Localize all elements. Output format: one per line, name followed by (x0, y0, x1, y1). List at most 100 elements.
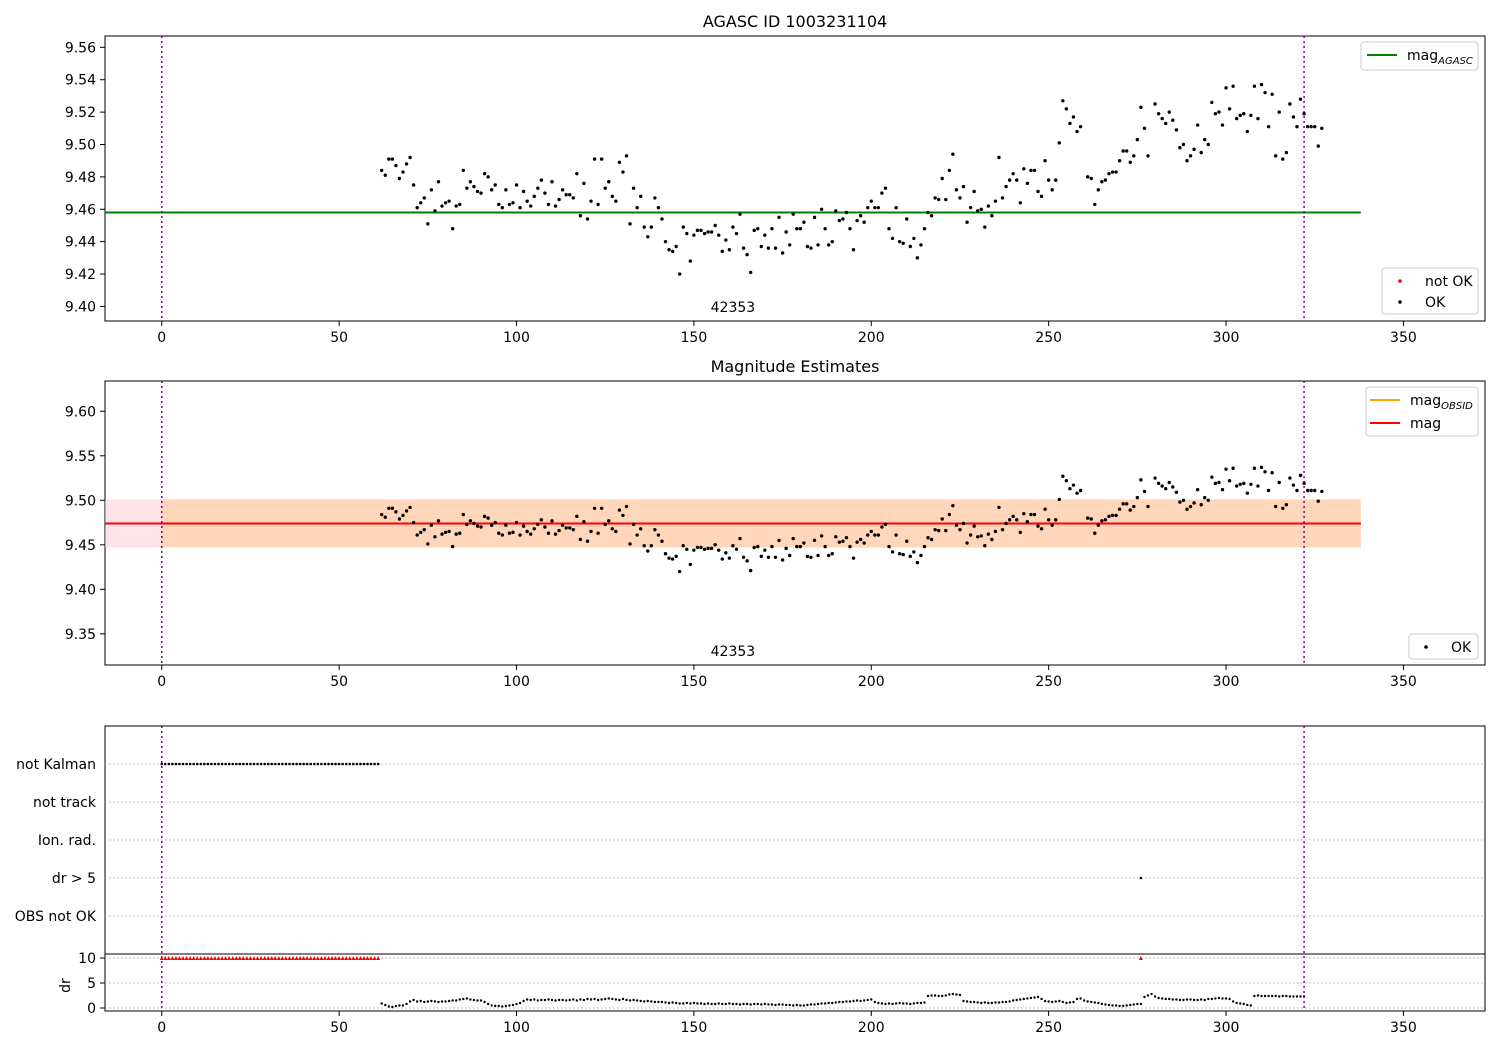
magnitude-y-tick-label: 9.40 (65, 582, 96, 598)
dr-point (749, 1003, 752, 1006)
dr-point (902, 1002, 905, 1005)
agasc-point (1249, 113, 1253, 118)
dr-point (852, 999, 855, 1003)
magnitude-point (1011, 514, 1015, 519)
dr-point (557, 998, 561, 1002)
dr-point (1107, 1003, 1111, 1007)
agasc-point (787, 243, 792, 247)
agasc-point (436, 180, 441, 184)
dr-clipped-marker (319, 956, 324, 960)
magnitude-point (720, 557, 724, 561)
flags-point (224, 762, 227, 766)
agasc-panel: AGASC ID 1003231104 0 50 100 150 200 250 300 35… (65, 12, 1486, 346)
dr-point (1175, 998, 1178, 1001)
agasc-point (717, 233, 721, 237)
agasc-point (1146, 154, 1150, 158)
magnitude-point (905, 539, 909, 543)
dr-point (1114, 1004, 1118, 1007)
flags-point (242, 762, 245, 766)
dr-point (1086, 1000, 1089, 1003)
agasc-point (780, 251, 785, 255)
agasc-point (1032, 168, 1037, 173)
agasc-point (1309, 124, 1313, 129)
dr-point (568, 998, 571, 1002)
dr-point (887, 1002, 891, 1005)
flags-point (344, 762, 348, 766)
agasc-point (518, 205, 522, 210)
agasc-point (1139, 105, 1143, 109)
agasc-point (1171, 118, 1175, 122)
agasc-point (656, 205, 661, 210)
agasc-point (419, 201, 423, 205)
dr-point (1072, 1000, 1075, 1004)
agasc-point (1121, 149, 1125, 153)
dr-clipped-marker (291, 956, 296, 960)
agasc-point (922, 226, 927, 231)
magnitude-point (507, 531, 512, 535)
dr-point (1196, 998, 1199, 1002)
magnitude-point (780, 558, 785, 562)
dr-point (948, 993, 951, 996)
agasc-x-tick-label: 100 (503, 330, 530, 346)
dr-clipped-marker (212, 956, 217, 960)
dr-y-tick-label: 5 (87, 976, 96, 992)
flags-point (199, 762, 203, 766)
magnitude-point (624, 504, 629, 509)
magnitude-point (791, 536, 795, 541)
dr-clipped-marker (241, 956, 246, 960)
dr-point (1210, 997, 1214, 1001)
flags-point (167, 762, 171, 766)
agasc-point (1174, 128, 1179, 132)
agasc-y-tick-label: 9.40 (65, 299, 96, 315)
dr-clipped-marker (230, 956, 235, 960)
magnitude-point (745, 559, 749, 563)
flags-point (220, 762, 224, 766)
agasc-point (816, 243, 820, 247)
agasc-point (784, 230, 788, 234)
magnitude-point (1259, 465, 1264, 470)
magnitude-point (1220, 487, 1225, 492)
dr-point (1033, 996, 1036, 999)
magnitude-point (1231, 466, 1235, 470)
magnitude-point (812, 538, 817, 543)
agasc-point (1156, 112, 1161, 116)
magnitude-point (787, 553, 792, 558)
flags-point (217, 762, 220, 766)
dr-point (972, 1000, 976, 1004)
dr-point (1189, 998, 1192, 1001)
agasc-point (869, 199, 873, 203)
magnitude-point (929, 537, 934, 542)
dr-point (593, 997, 596, 1001)
magnitude-point (1174, 490, 1179, 494)
flags-point (337, 762, 341, 766)
magnitude-x-tick-label: 200 (858, 674, 885, 690)
agasc-point (968, 205, 973, 210)
dr-point (990, 1001, 994, 1005)
magnitude-point (1284, 503, 1289, 507)
dr-point (447, 999, 451, 1003)
agasc-point (738, 212, 742, 216)
magnitude-point (1004, 521, 1008, 526)
agasc-point (394, 163, 398, 168)
dr-y-tick-label: 0 (87, 1001, 96, 1017)
magnitude-point (823, 544, 827, 549)
dr-point (494, 1004, 497, 1008)
magnitude-point (1032, 512, 1037, 517)
dr-clipped-marker (173, 956, 178, 960)
magnitude-point (497, 531, 501, 535)
agasc-panel-obsid-label: 42353 (711, 300, 756, 316)
dr-point (1153, 995, 1157, 998)
agasc-point (901, 241, 905, 245)
agasc-point (1320, 126, 1324, 131)
magnitude-point (954, 523, 959, 527)
magnitude-point (997, 505, 1001, 510)
magnitude-point (1142, 489, 1147, 494)
magnitude-point (798, 544, 803, 549)
magnitude-point (901, 552, 905, 557)
magnitude-panel-legend-lower: OK (1408, 633, 1479, 660)
magnitude-point (670, 557, 675, 561)
agasc-point (489, 188, 494, 192)
magnitude-point (1188, 504, 1193, 509)
magnitude-point (660, 539, 664, 543)
flags-point (376, 762, 380, 766)
